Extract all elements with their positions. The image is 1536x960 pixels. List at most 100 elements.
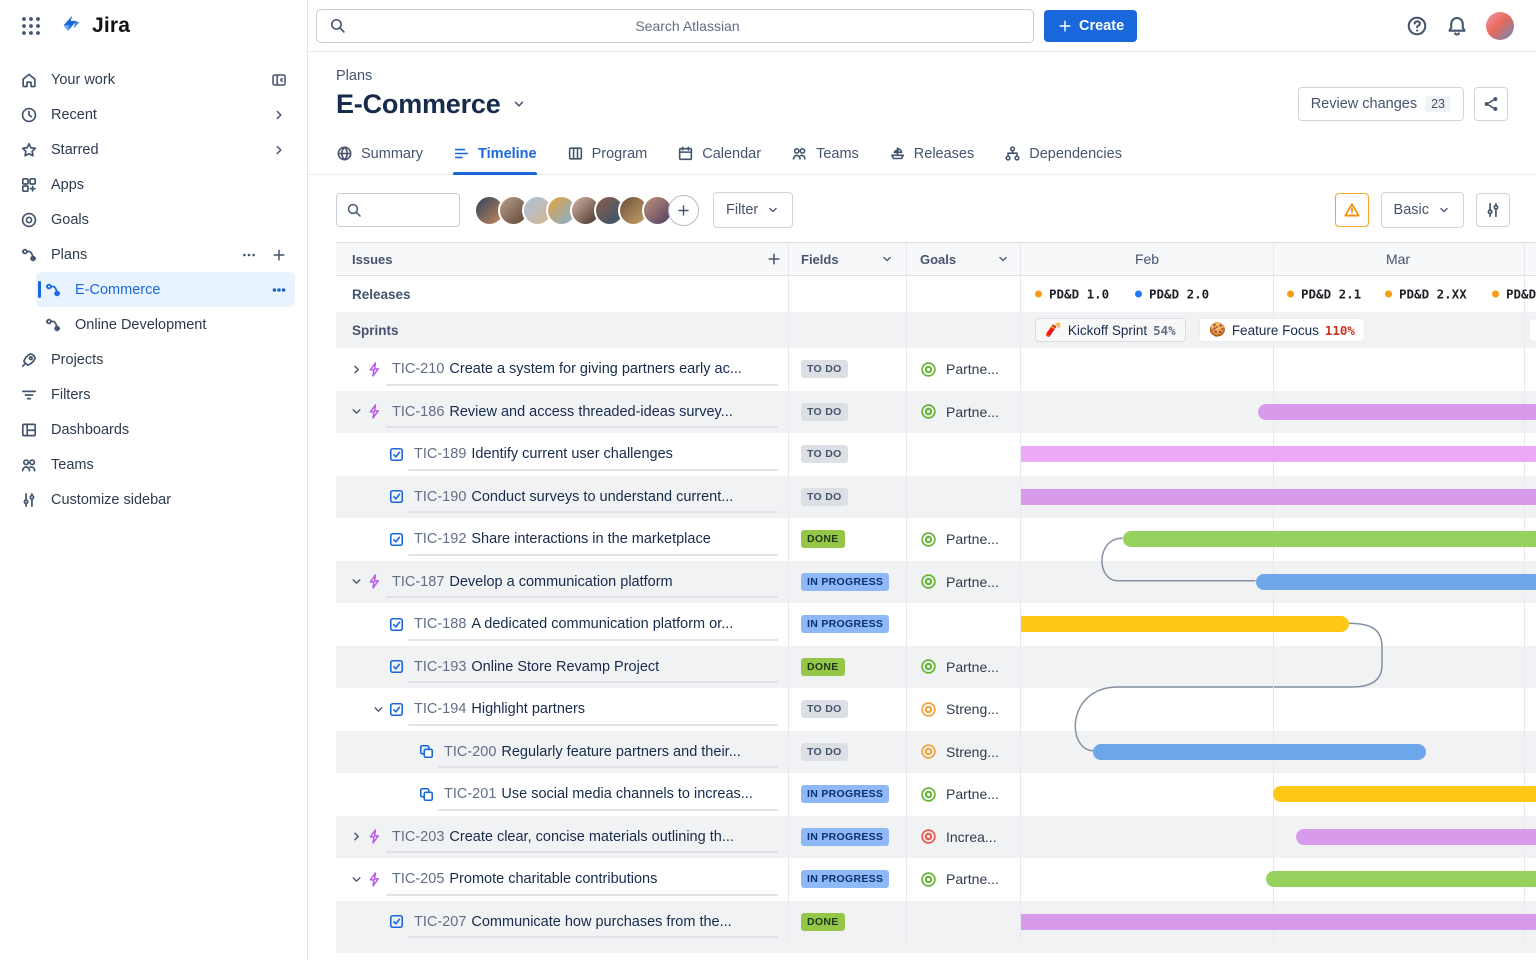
expand-collapse-chevron-icon[interactable] (346, 574, 366, 589)
add-icon[interactable] (271, 247, 287, 263)
review-changes-button[interactable]: Review changes 23 (1297, 87, 1464, 121)
sidebar-item-filters[interactable]: Filters (12, 377, 295, 412)
sidebar-item-goals[interactable]: Goals (12, 202, 295, 237)
chevron-down-icon[interactable] (996, 252, 1010, 266)
status-badge[interactable]: TO DO (801, 445, 848, 464)
issue-title[interactable]: TIC-203 Create clear, concise materials o… (386, 816, 788, 859)
status-badge[interactable]: IN PROGRESS (801, 785, 890, 804)
status-badge[interactable]: IN PROGRESS (801, 827, 890, 846)
issue-title[interactable]: TIC-192 Share interactions in the marketp… (408, 518, 788, 561)
notifications-bell-icon[interactable] (1446, 15, 1468, 37)
issue-row-TIC-203[interactable]: TIC-203 Create clear, concise materials o… (336, 815, 1536, 859)
tab-dependencies[interactable]: Dependencies (1004, 133, 1122, 174)
chevron-right-icon[interactable] (271, 142, 287, 158)
help-icon[interactable] (1406, 15, 1428, 37)
expand-expand-chevron-icon[interactable] (346, 362, 366, 377)
release-marker[interactable]: PD&D 2.1 (1287, 287, 1361, 302)
status-badge[interactable]: TO DO (801, 742, 848, 761)
status-badge[interactable]: IN PROGRESS (801, 615, 890, 634)
sidebar-item-apps[interactable]: Apps (12, 167, 295, 202)
sprint-chip[interactable]: 🍪 Feature Focus 110% (1199, 318, 1365, 342)
issue-title[interactable]: TIC-187 Develop a communication platform (386, 561, 788, 604)
issue-row-TIC-187[interactable]: TIC-187 Develop a communication platform I… (336, 560, 1536, 604)
add-issue-icon[interactable] (766, 251, 782, 267)
expand-collapse-chevron-icon[interactable] (368, 702, 388, 717)
issue-row-TIC-186[interactable]: TIC-186 Review and access threaded-ideas … (336, 390, 1536, 434)
sidebar-item-online-development[interactable]: Online Development (36, 307, 295, 342)
issue-title[interactable]: TIC-207 Communicate how purchases from th… (408, 901, 788, 944)
release-marker[interactable]: PD&D 1.0 (1035, 287, 1109, 302)
status-badge[interactable]: DONE (801, 530, 845, 549)
tab-calendar[interactable]: Calendar (677, 133, 761, 174)
warning-button[interactable] (1334, 193, 1369, 227)
goal-cell[interactable]: Partne... (920, 573, 999, 590)
breadcrumb[interactable]: Plans (336, 68, 373, 84)
gantt-bar-TIC-186[interactable] (1258, 403, 1536, 420)
tab-timeline[interactable]: Timeline (453, 133, 537, 175)
status-badge[interactable]: TO DO (801, 402, 848, 421)
goal-cell[interactable]: Partne... (920, 658, 999, 675)
release-marker[interactable]: PD&D 2.XX (1385, 287, 1467, 302)
filter-dropdown[interactable]: Filter (713, 192, 794, 228)
gantt-bar-TIC-190[interactable] (1021, 488, 1536, 505)
gantt-bar-TIC-200[interactable] (1093, 743, 1426, 760)
issue-title[interactable]: TIC-189 Identify current user challenges (408, 433, 788, 476)
expand-collapse-chevron-icon[interactable] (346, 404, 366, 419)
issue-title[interactable]: TIC-186 Review and access threaded-ideas … (386, 391, 788, 434)
issue-title[interactable]: TIC-193 Online Store Revamp Project (408, 646, 788, 689)
tab-summary[interactable]: Summary (336, 133, 423, 174)
issue-title[interactable]: TIC-201 Use social media channels to incr… (438, 773, 788, 816)
tab-program[interactable]: Program (567, 133, 647, 174)
sidebar-item-plans[interactable]: Plans (12, 237, 295, 272)
more-options-icon[interactable] (271, 282, 287, 298)
gantt-bar-TIC-201[interactable] (1273, 786, 1536, 803)
issue-row-TIC-189[interactable]: TIC-189 Identify current user challenges T… (336, 433, 1536, 476)
goal-cell[interactable]: Streng... (920, 701, 999, 718)
issue-title[interactable]: TIC-200 Regularly feature partners and th… (438, 731, 788, 774)
goal-cell[interactable]: Increa... (920, 828, 997, 845)
create-button[interactable]: Create (1044, 9, 1138, 42)
issue-row-TIC-205[interactable]: TIC-205 Promote charitable contributions I… (336, 858, 1536, 901)
issue-title[interactable]: TIC-190 Conduct surveys to understand cur… (408, 476, 788, 519)
status-badge[interactable]: TO DO (801, 487, 848, 506)
issue-row-TIC-201[interactable]: TIC-201 Use social media channels to incr… (336, 773, 1536, 816)
gantt-bar-TIC-207[interactable] (1021, 913, 1536, 930)
release-marker[interactable]: PD&D (1492, 287, 1536, 302)
sidebar-item-projects[interactable]: Projects (12, 342, 295, 377)
share-button[interactable] (1474, 87, 1508, 121)
sidebar-item-teams[interactable]: Teams (12, 447, 295, 482)
more-options-icon[interactable] (241, 247, 257, 263)
sidebar-item-e-commerce[interactable]: E-Commerce (36, 272, 295, 307)
issue-title[interactable]: TIC-210 Create a system for giving partne… (386, 348, 788, 391)
expand-expand-chevron-icon[interactable] (346, 829, 366, 844)
title-chevron-down-icon[interactable] (511, 96, 527, 112)
collapse-sidebar-icon[interactable] (271, 72, 287, 88)
gantt-bar-TIC-205[interactable] (1266, 871, 1536, 888)
jira-logo[interactable]: Jira (58, 13, 130, 39)
chevron-right-icon[interactable] (271, 107, 287, 123)
issue-row-TIC-188[interactable]: TIC-188 A dedicated communication platfor… (336, 603, 1536, 646)
status-badge[interactable]: TO DO (801, 360, 848, 379)
goal-cell[interactable]: Partne... (920, 786, 999, 803)
gantt-bar-TIC-188[interactable] (1021, 616, 1349, 633)
timeline-search[interactable] (336, 193, 460, 227)
status-badge[interactable]: TO DO (801, 700, 848, 719)
gantt-bar-TIC-187[interactable] (1256, 573, 1536, 590)
goal-cell[interactable]: Partne... (920, 361, 999, 378)
app-switcher-icon[interactable] (20, 15, 42, 37)
status-badge[interactable]: IN PROGRESS (801, 870, 890, 889)
status-badge[interactable]: DONE (801, 657, 845, 676)
view-mode-dropdown[interactable]: Basic (1380, 192, 1464, 228)
issue-title[interactable]: TIC-188 A dedicated communication platfor… (408, 603, 788, 646)
chevron-down-icon[interactable] (880, 252, 894, 266)
sprint-chip[interactable]: 🧨 Kickoff Sprint 54% (1035, 318, 1186, 342)
sidebar-item-your-work[interactable]: Your work (12, 62, 295, 97)
gantt-bar-TIC-192[interactable] (1123, 531, 1536, 548)
issue-row-TIC-192[interactable]: TIC-192 Share interactions in the marketp… (336, 518, 1536, 561)
sidebar-item-recent[interactable]: Recent (12, 97, 295, 132)
status-badge[interactable]: DONE (801, 912, 845, 931)
issue-row-TIC-193[interactable]: TIC-193 Online Store Revamp Project DONE Pa… (336, 645, 1536, 689)
goal-cell[interactable]: Partne... (920, 403, 999, 420)
status-badge[interactable]: IN PROGRESS (801, 572, 890, 591)
global-search[interactable] (316, 8, 1034, 43)
